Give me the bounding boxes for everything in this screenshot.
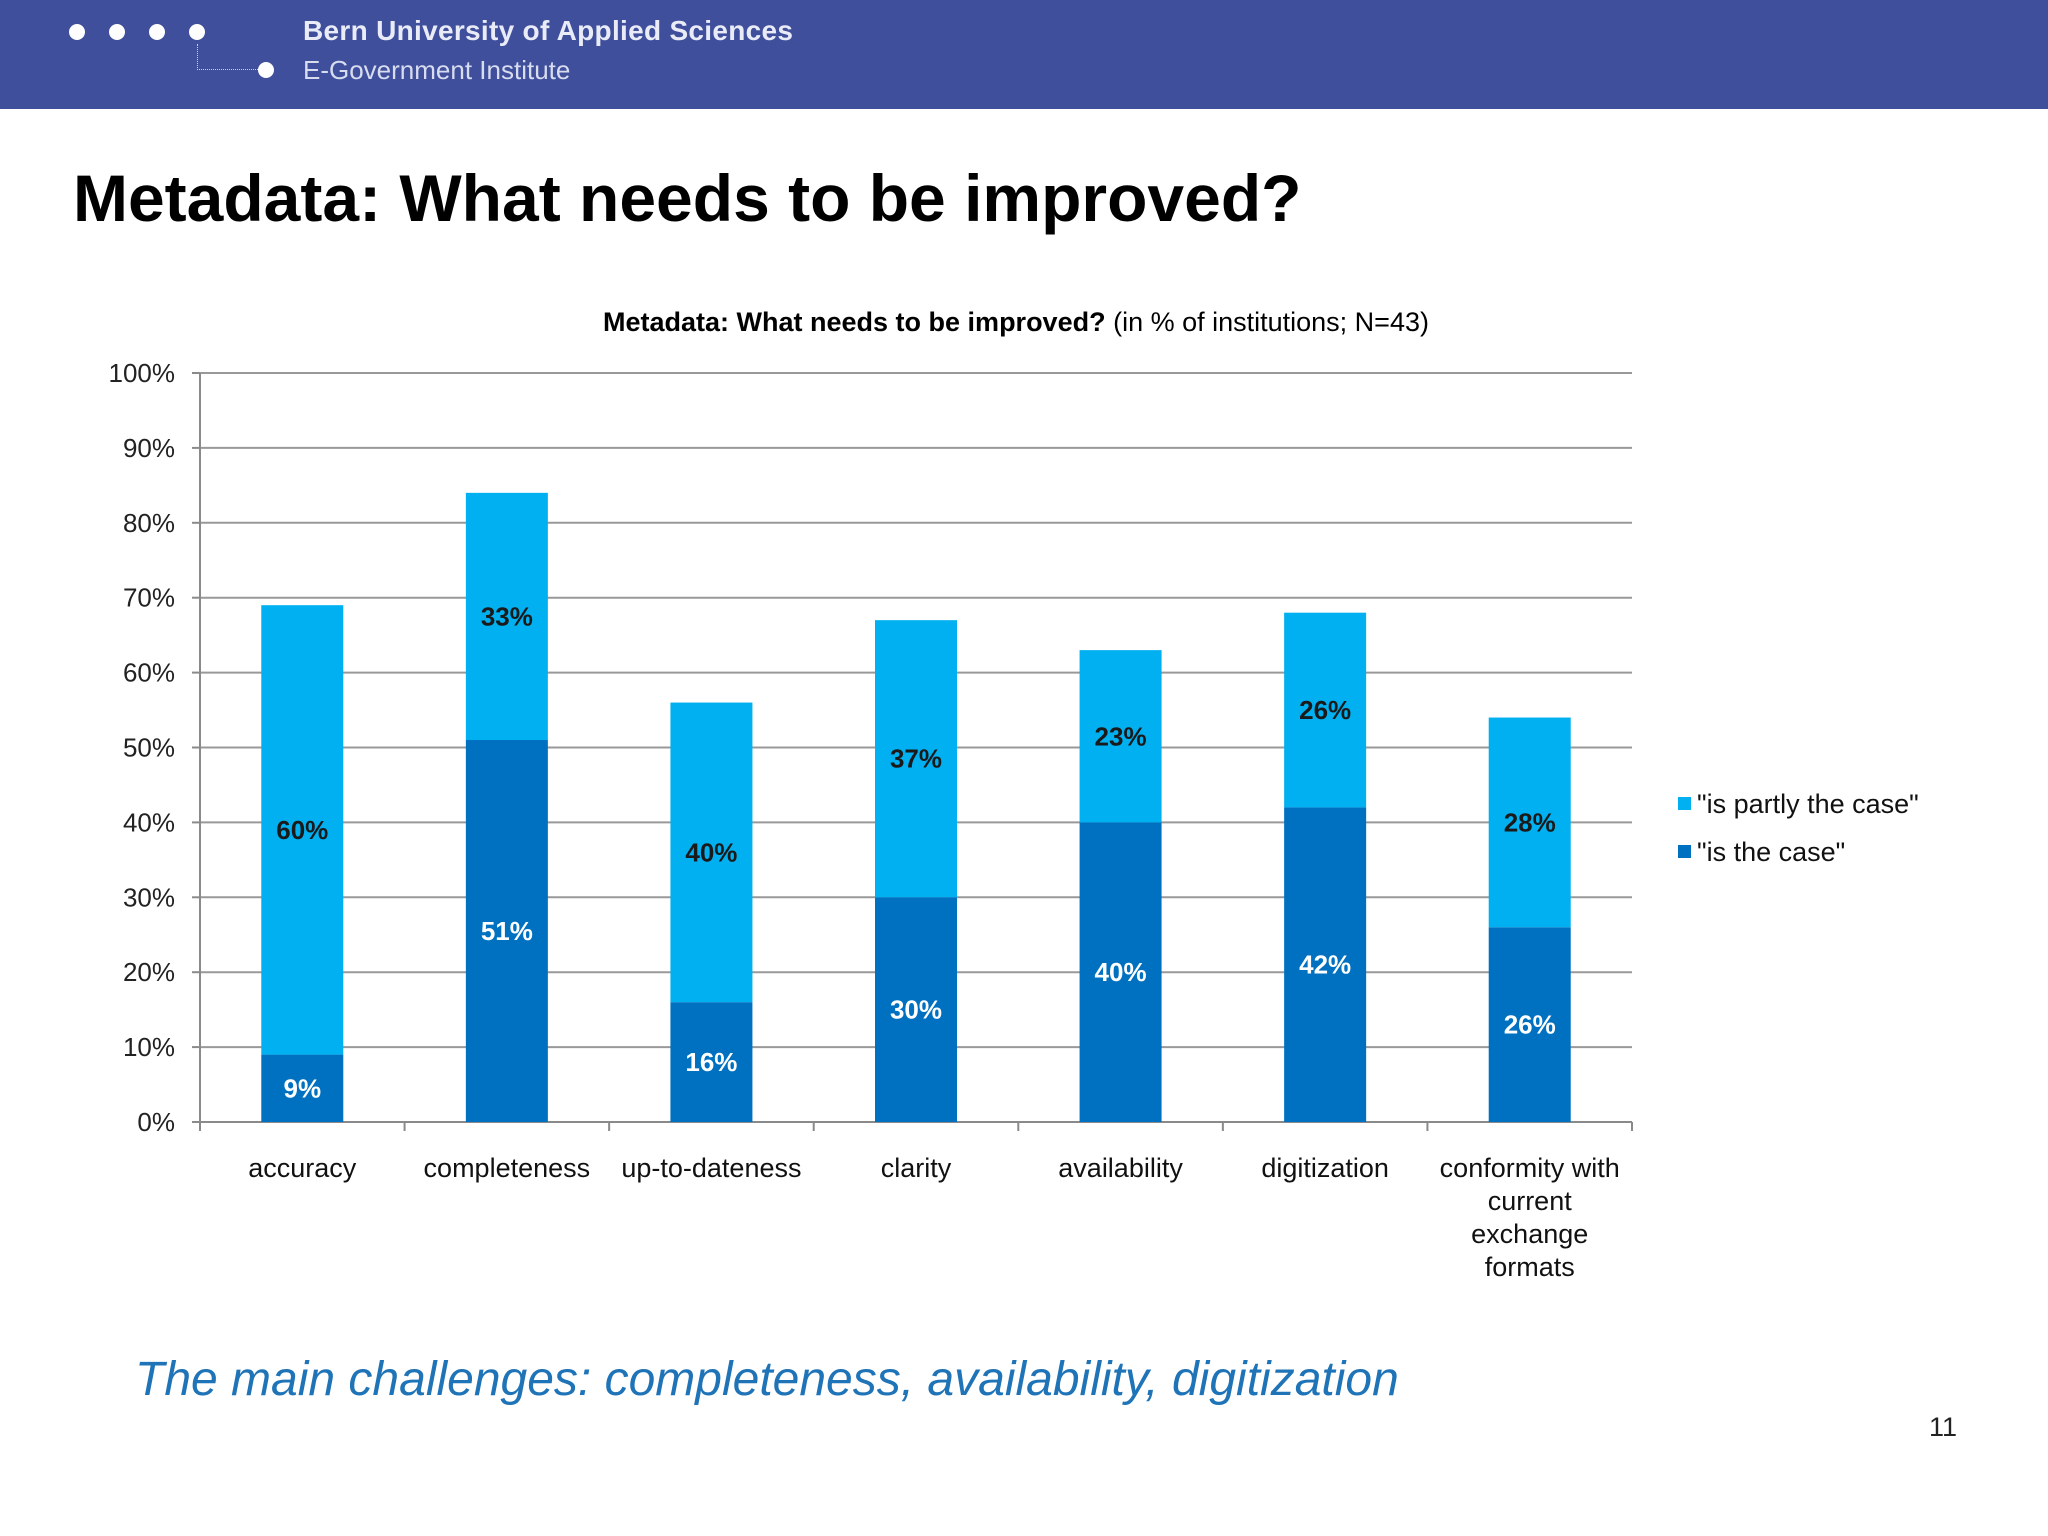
data-label: 37% [890,744,942,774]
bar-is-partly-the-case [261,605,344,1055]
y-tick-label: 20% [123,957,175,987]
bar-is-partly-the-case [1488,717,1571,928]
y-tick-label: 0% [137,1107,175,1137]
legend-label: "is partly the case" [1697,789,1919,819]
data-label: 26% [1299,695,1351,725]
logo-dot-icon [258,62,274,78]
y-tick-label: 90% [123,433,175,463]
bar-is-partly-the-case [670,702,753,1003]
y-tick-label: 80% [123,508,175,538]
data-label: 16% [685,1047,737,1077]
chart-title: Metadata: What needs to be improved? (in… [603,307,1429,337]
university-name: Bern University of Applied Sciences [303,15,794,46]
legend-swatch [1678,797,1691,810]
x-category-label: clarity [881,1153,952,1183]
data-label: 9% [283,1073,321,1103]
data-label: 40% [685,837,737,867]
logo-dot-icon [149,24,165,40]
bar-is-the-case [875,897,957,1122]
x-category-label: up-to-dateness [621,1153,801,1183]
y-tick-label: 100% [109,358,176,388]
data-label: 26% [1504,1010,1556,1040]
header-bar: Bern University of Applied Sciences E-Go… [0,0,2048,109]
bar-is-the-case [1284,807,1367,1122]
data-label: 42% [1299,950,1351,980]
bar-is-partly-the-case [465,492,548,741]
x-category-label: accuracy [248,1153,357,1183]
bar-is-the-case [670,1002,753,1122]
data-label: 51% [481,916,533,946]
data-label: 28% [1504,807,1556,837]
bar-is-partly-the-case [875,620,957,898]
y-tick-label: 40% [123,807,175,837]
bar-is-the-case [261,1054,344,1122]
page-number: 11 [1929,1412,1958,1442]
data-label: 33% [481,601,533,631]
x-category-label: digitization [1261,1153,1389,1183]
y-tick-label: 10% [123,1032,175,1062]
logo-dot-icon [109,24,125,40]
data-labels: 9% 60% 51% 33% 16% 40% 30% 37% 40% 23% 42% 26% 26% 28… [276,601,1555,1103]
x-category-label: conformity with current exchange formats [1440,1153,1620,1282]
x-axis: accuracy completeness up-to-dateness clarit… [248,1153,1619,1282]
legend-swatch [1678,845,1691,858]
data-label: 60% [276,815,328,845]
legend: "is partly the case" "is the case" [1678,789,1919,867]
logo-dot-icon [69,24,85,40]
y-tick-label: 70% [123,583,175,613]
x-category-label: availability [1058,1153,1183,1183]
slide-title: Metadata: What needs to be improved? [73,161,1302,235]
bar-is-the-case [465,740,548,1122]
logo-connector-icon [197,44,258,70]
legend-label: "is the case" [1697,837,1845,867]
bar-is-partly-the-case [1079,650,1162,823]
bars [261,492,1571,1122]
y-axis: 0% 10% 20% 30% 40% 50% 60% 70% 80% 90% 100% [109,358,176,1137]
x-category-label: completeness [424,1153,591,1183]
takeaway-text: The main challenges: completeness, avail… [135,1353,1399,1406]
data-label: 30% [890,995,942,1025]
logo-dot-icon [189,24,205,40]
bar-is-partly-the-case [1284,612,1367,808]
y-tick-label: 50% [123,733,175,763]
bar-is-the-case [1488,927,1571,1122]
y-tick-label: 60% [123,658,175,688]
data-label: 23% [1095,721,1147,751]
data-label: 40% [1095,957,1147,987]
bar-is-the-case [1079,822,1162,1122]
y-tick-label: 30% [123,882,175,912]
institute-name: E-Government Institute [303,55,571,85]
